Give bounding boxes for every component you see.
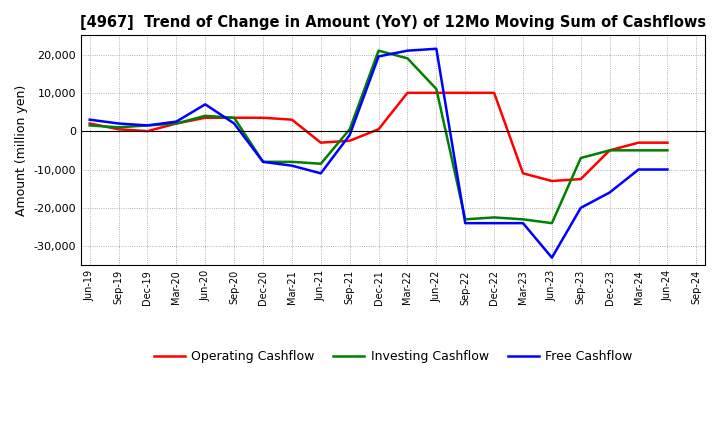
Operating Cashflow	[172, 121, 181, 126]
Title: [4967]  Trend of Change in Amount (YoY) of 12Mo Moving Sum of Cashflows: [4967] Trend of Change in Amount (YoY) o…	[80, 15, 706, 30]
Investing Cashflow	[258, 159, 267, 165]
Line: Investing Cashflow: Investing Cashflow	[90, 51, 667, 223]
Investing Cashflow	[403, 56, 412, 61]
Investing Cashflow	[143, 123, 152, 128]
Free Cashflow	[490, 220, 498, 226]
Investing Cashflow	[230, 115, 238, 121]
Free Cashflow	[114, 121, 123, 126]
Line: Free Cashflow: Free Cashflow	[90, 49, 667, 258]
Investing Cashflow	[172, 121, 181, 126]
Operating Cashflow	[634, 140, 643, 145]
Free Cashflow	[86, 117, 94, 122]
Investing Cashflow	[317, 161, 325, 166]
Operating Cashflow	[432, 90, 441, 95]
Operating Cashflow	[663, 140, 672, 145]
Operating Cashflow	[86, 121, 94, 126]
Free Cashflow	[287, 163, 296, 169]
Operating Cashflow	[201, 115, 210, 121]
Legend: Operating Cashflow, Investing Cashflow, Free Cashflow: Operating Cashflow, Investing Cashflow, …	[148, 345, 637, 368]
Investing Cashflow	[287, 159, 296, 165]
Free Cashflow	[548, 255, 557, 260]
Operating Cashflow	[287, 117, 296, 122]
Investing Cashflow	[86, 123, 94, 128]
Operating Cashflow	[143, 128, 152, 134]
Operating Cashflow	[606, 148, 614, 153]
Investing Cashflow	[432, 86, 441, 92]
Investing Cashflow	[663, 148, 672, 153]
Operating Cashflow	[317, 140, 325, 145]
Operating Cashflow	[490, 90, 498, 95]
Operating Cashflow	[461, 90, 469, 95]
Free Cashflow	[143, 123, 152, 128]
Free Cashflow	[518, 220, 527, 226]
Operating Cashflow	[518, 171, 527, 176]
Y-axis label: Amount (million yen): Amount (million yen)	[15, 85, 28, 216]
Operating Cashflow	[346, 138, 354, 143]
Investing Cashflow	[577, 155, 585, 161]
Operating Cashflow	[114, 127, 123, 132]
Investing Cashflow	[201, 113, 210, 118]
Free Cashflow	[577, 205, 585, 210]
Free Cashflow	[403, 48, 412, 53]
Investing Cashflow	[114, 125, 123, 130]
Free Cashflow	[374, 54, 383, 59]
Investing Cashflow	[634, 148, 643, 153]
Operating Cashflow	[230, 115, 238, 121]
Operating Cashflow	[548, 178, 557, 183]
Free Cashflow	[172, 119, 181, 124]
Investing Cashflow	[374, 48, 383, 53]
Free Cashflow	[258, 159, 267, 165]
Investing Cashflow	[518, 216, 527, 222]
Investing Cashflow	[606, 148, 614, 153]
Line: Operating Cashflow: Operating Cashflow	[90, 93, 667, 181]
Free Cashflow	[634, 167, 643, 172]
Free Cashflow	[663, 167, 672, 172]
Operating Cashflow	[374, 127, 383, 132]
Free Cashflow	[432, 46, 441, 51]
Operating Cashflow	[577, 176, 585, 182]
Investing Cashflow	[461, 216, 469, 222]
Free Cashflow	[201, 102, 210, 107]
Operating Cashflow	[258, 115, 267, 121]
Free Cashflow	[317, 171, 325, 176]
Investing Cashflow	[548, 220, 557, 226]
Investing Cashflow	[346, 127, 354, 132]
Free Cashflow	[346, 132, 354, 138]
Operating Cashflow	[403, 90, 412, 95]
Investing Cashflow	[490, 215, 498, 220]
Free Cashflow	[606, 190, 614, 195]
Free Cashflow	[230, 121, 238, 126]
Free Cashflow	[461, 220, 469, 226]
